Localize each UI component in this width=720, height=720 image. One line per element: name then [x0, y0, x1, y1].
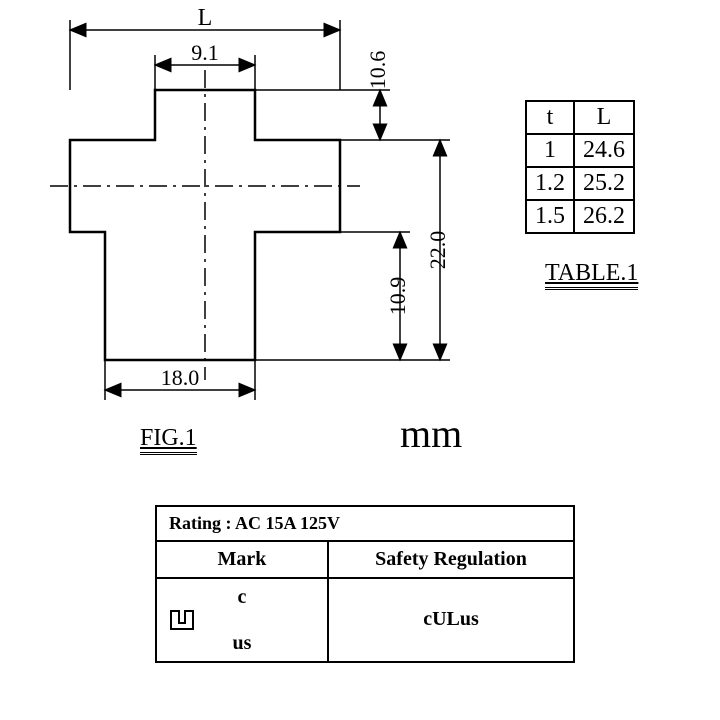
table1-caption: TABLE.1 [545, 260, 638, 290]
unit-label: mm [400, 410, 462, 457]
rating-header: Rating : AC 15A 125V [156, 506, 574, 541]
fig1-drawing: L 9.1 10.6 22.0 10.9 18.0 [10, 0, 490, 450]
table-row: t L [526, 101, 634, 134]
table1-h0: t [526, 101, 574, 134]
table-row: 1 24.6 [526, 134, 634, 167]
dim-10-9: 10.9 [385, 277, 410, 316]
rating-col-mark: Mark [156, 541, 328, 578]
ul-icon [167, 609, 197, 631]
dim-9-1: 9.1 [191, 40, 219, 65]
rating-mark: c us [156, 578, 328, 662]
fig1-caption: FIG.1 [140, 425, 197, 455]
dim-L: L [198, 5, 213, 31]
table1-h1: L [574, 101, 634, 134]
dim-22-0: 22.0 [425, 231, 450, 270]
rating-regulation: cULus [328, 578, 574, 662]
cross-outline [70, 90, 340, 360]
rating-col-reg: Safety Regulation [328, 541, 574, 578]
table-row: 1.5 26.2 [526, 200, 634, 233]
dim-10-6: 10.6 [365, 51, 390, 90]
rating-table: Rating : AC 15A 125V Mark Safety Regulat… [155, 505, 575, 663]
table-row: 1.2 25.2 [526, 167, 634, 200]
dim-18-0: 18.0 [161, 365, 200, 390]
table1: t L 1 24.6 1.2 25.2 1.5 26.2 [525, 100, 635, 234]
